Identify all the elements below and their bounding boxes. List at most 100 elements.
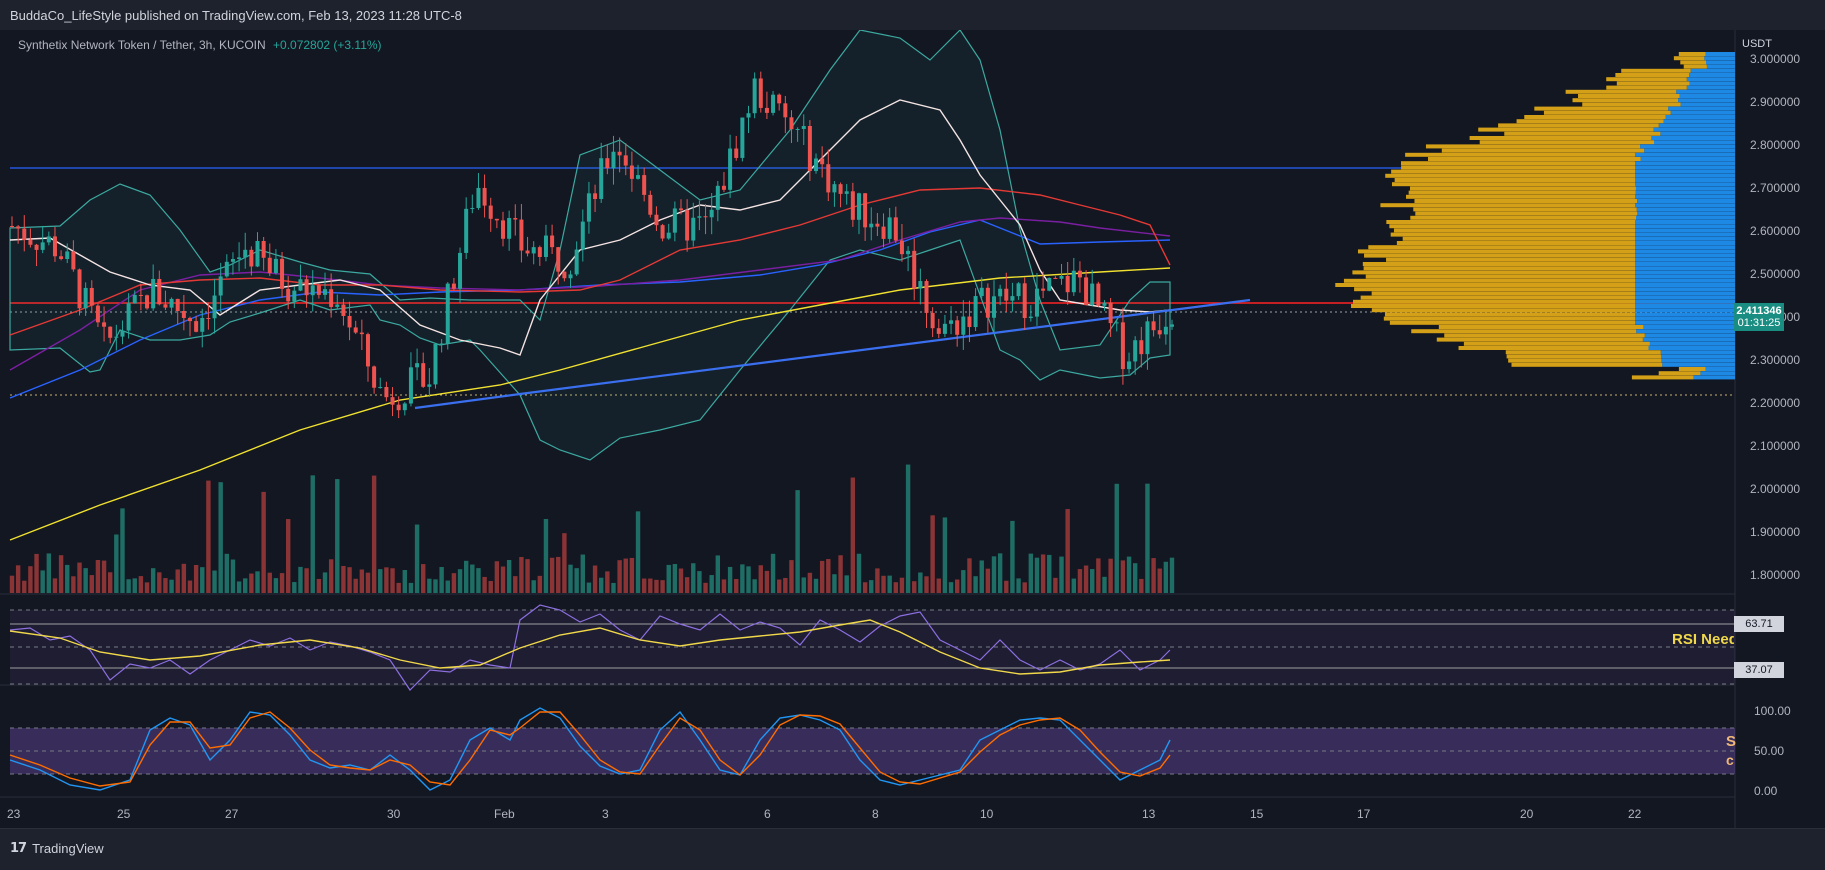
profile-bar-blue [1686,85,1735,90]
volume-bar [58,555,64,593]
volume-bar [881,575,886,593]
profile-bar [1386,220,1635,224]
candle-body [163,304,168,308]
volume-bar [1083,565,1089,593]
volume-bar [439,567,444,593]
volume-bar [531,580,536,593]
candle-body [967,316,972,328]
candle-body [795,129,800,131]
candle-body [1133,340,1138,362]
candle-body [323,289,328,295]
price-change: +0.072802 (+3.11%) [273,38,382,52]
candle-body [672,208,677,233]
profile-bar-blue [1635,278,1735,283]
candle-body [40,242,45,250]
volume-bar [77,562,82,593]
volume-bar [875,568,880,593]
volume-bar [267,572,272,593]
profile-bar-blue [1635,308,1735,313]
time-axis[interactable]: 23 25 27 30 Feb 3 6 8 10 13 15 17 20 22 [0,798,1735,828]
candle-body [924,281,929,313]
volume-bar [193,564,199,593]
candle-body [22,228,27,241]
volume-bar [451,573,457,593]
volume-bar [629,557,635,593]
profile-bar-blue [1705,367,1735,371]
candle-body [138,294,143,296]
volume-bar [328,559,334,593]
profile-bar [1360,295,1635,300]
time-tick-label: 13 [1142,807,1156,821]
chart-canvas[interactable] [0,30,1825,828]
volume-bar [789,560,794,593]
volume-bar [500,566,506,593]
volume-bar [942,517,948,593]
candle-body [998,288,1003,297]
candle-body [568,274,573,279]
volume-bar [617,560,622,593]
volume-bar [65,564,70,593]
volume-bar [973,576,978,593]
candle-body [157,278,162,305]
profile-bar [1410,215,1637,220]
time-tick-label: 30 [387,807,401,821]
volume-bar [396,582,401,593]
profile-bar-blue [1686,77,1735,82]
profile-bar-blue [1635,316,1735,321]
time-tick-label: 20 [1520,807,1534,821]
profile-bar-blue [1658,123,1735,128]
candle-body [255,240,260,267]
volume-bar [1053,577,1058,593]
volume-bar [359,569,365,593]
price-tick-label: 2.600000 [1750,224,1801,238]
tradingview-logo-icon: 17 [10,841,27,856]
volume-bar [95,560,101,593]
volume-bar [83,568,88,593]
time-tick-label: 10 [980,807,994,821]
candle-body [16,226,21,229]
volume-bar [832,574,837,593]
profile-bar [1352,270,1635,275]
profile-bar [1680,60,1707,65]
symbol-legend[interactable]: Synthetix Network Token / Tether, 3h, KU… [18,38,382,52]
profile-bar [1396,241,1635,245]
candle-body [758,78,763,108]
volume-bar [488,580,493,593]
rsi-ma-line [9,619,1171,675]
volume-bar [506,560,512,593]
volume-bar [175,569,180,593]
candle-body [820,158,825,165]
volume-bar [807,572,813,593]
profile-bar-blue [1637,211,1735,216]
profile-bar [1402,236,1635,241]
profile-bar-blue [1635,190,1735,195]
volume-bar [445,580,450,593]
time-tick-label: 17 [1357,807,1371,821]
profile-bar-blue [1663,119,1735,124]
candle-body [224,261,229,277]
volume-bar [1114,483,1119,593]
tradingview-logo[interactable]: 17 TradingView [10,841,104,856]
profile-bar-blue [1690,68,1735,73]
candle-body [175,298,180,312]
profile-bar-blue [1635,299,1735,304]
candle-body [132,294,137,304]
candle-body [206,318,211,320]
profile-bar [1363,266,1635,271]
publisher-line: BuddaCo_LifeStyle published on TradingVi… [10,8,462,23]
candle-body [550,235,555,248]
candle-body [71,251,76,270]
candle-body [304,279,309,296]
volume-bar [979,560,984,593]
volume-bar [709,575,714,593]
volume-bar [525,559,530,593]
candle-body [685,210,690,241]
profile-bar [1389,320,1635,325]
volume-bar [1126,556,1132,593]
volume-bar [224,553,230,593]
profile-bar-blue [1635,249,1735,254]
profile-bar [1543,110,1671,115]
profile-bar-blue [1648,346,1735,350]
profile-bar-blue [1706,64,1735,69]
profile-bar-blue [1635,257,1735,262]
